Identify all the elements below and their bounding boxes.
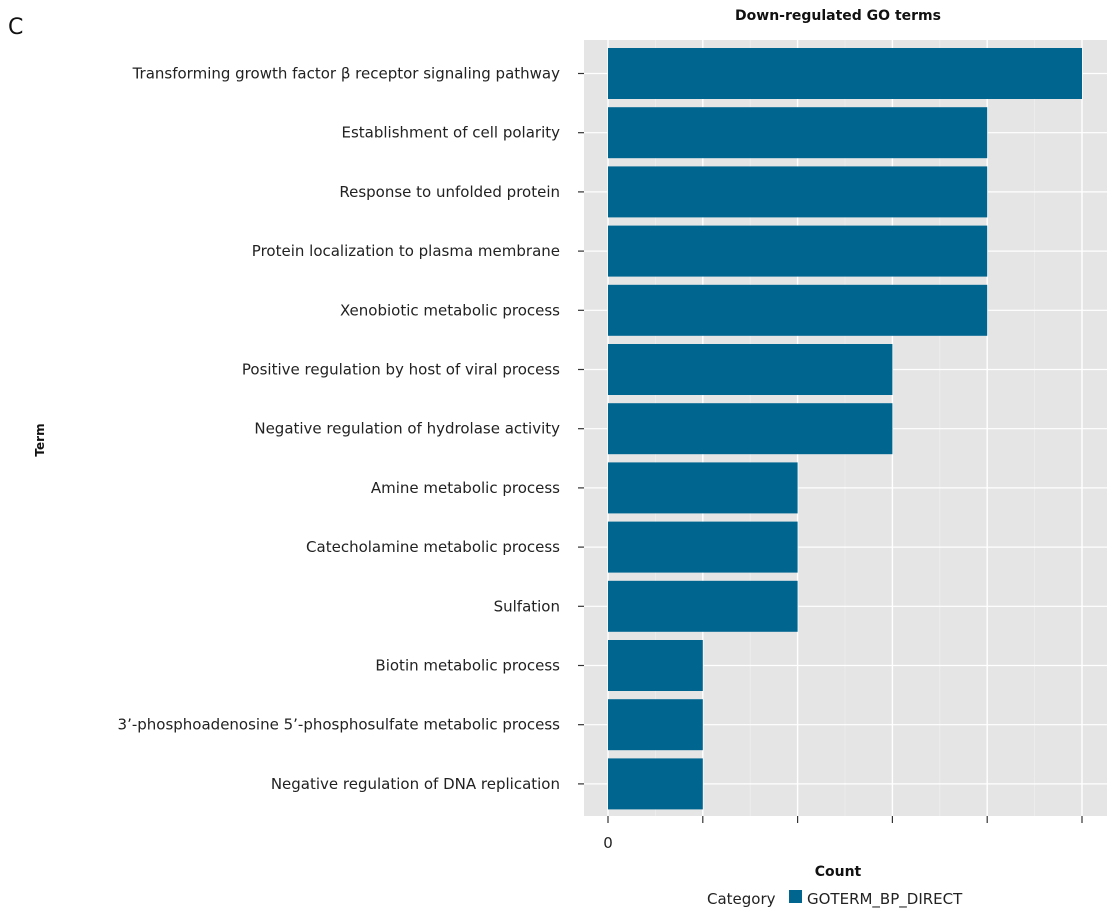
bar bbox=[608, 107, 988, 159]
term-label: Biotin metabolic process bbox=[375, 657, 560, 675]
y-axis-ticks: Transforming growth factor β receptor si… bbox=[118, 65, 584, 793]
term-label: 3’-phosphoadenosine 5’-phosphosulfate me… bbox=[118, 716, 561, 734]
bar bbox=[608, 166, 988, 218]
legend-entry: GOTERM_BP_DIRECT bbox=[807, 890, 963, 909]
term-label: Negative regulation of hydrolase activit… bbox=[254, 420, 560, 438]
term-label: Negative regulation of DNA replication bbox=[271, 775, 560, 793]
x-tick-label: 0 bbox=[603, 834, 613, 852]
bars bbox=[608, 48, 1082, 810]
term-label: Transforming growth factor β receptor si… bbox=[132, 65, 561, 83]
bar bbox=[608, 284, 988, 336]
term-label: Sulfation bbox=[494, 597, 560, 615]
bar bbox=[608, 344, 893, 395]
term-label: Establishment of cell polarity bbox=[342, 124, 561, 142]
legend-key bbox=[789, 890, 802, 903]
bar bbox=[608, 462, 798, 514]
bar bbox=[608, 225, 988, 277]
panel-letter: C bbox=[8, 15, 23, 40]
y-axis-title: Term bbox=[33, 423, 47, 456]
bar bbox=[608, 640, 703, 691]
bar bbox=[608, 580, 798, 632]
bar bbox=[608, 758, 703, 810]
term-label: Response to unfolded protein bbox=[339, 183, 560, 201]
x-axis-title: Count bbox=[815, 864, 862, 880]
chart-title: Down-regulated GO terms bbox=[735, 8, 941, 24]
term-label: Protein localization to plasma membrane bbox=[252, 242, 560, 260]
term-label: Catecholamine metabolic process bbox=[306, 538, 560, 556]
x-axis-ticks: 0204060 bbox=[603, 816, 1083, 852]
term-label: Amine metabolic process bbox=[371, 479, 560, 497]
bar bbox=[608, 48, 1082, 99]
bar bbox=[608, 403, 893, 455]
legend: Category GOTERM_BP_DIRECT bbox=[707, 890, 963, 909]
legend-title: Category bbox=[707, 890, 776, 908]
term-label: Xenobiotic metabolic process bbox=[340, 301, 560, 319]
bar bbox=[608, 699, 703, 751]
term-label: Positive regulation by host of viral pro… bbox=[242, 361, 560, 379]
bar bbox=[608, 521, 798, 573]
